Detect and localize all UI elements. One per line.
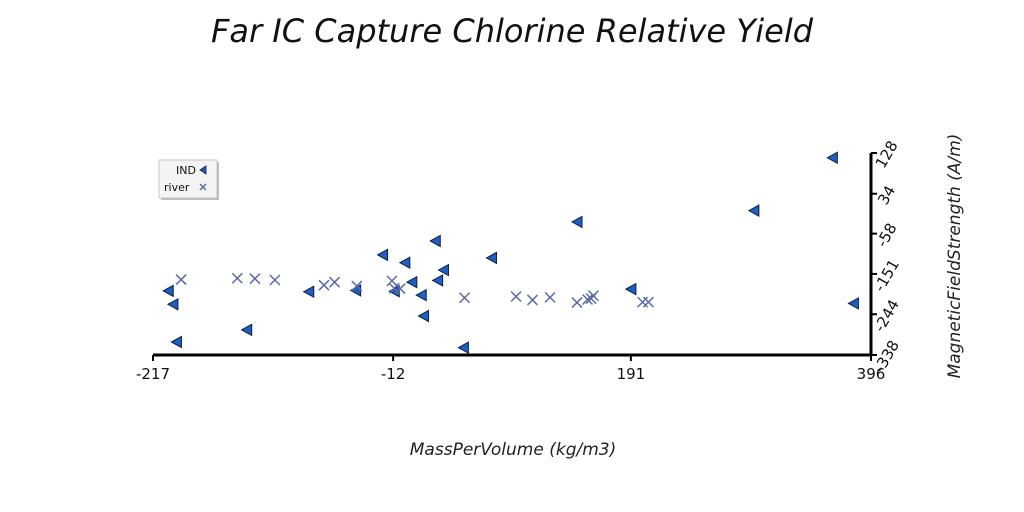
legend-box [158, 159, 218, 199]
data-point-ind [240, 323, 253, 337]
legend-label-ind: IND [176, 164, 196, 177]
data-point-ind [431, 274, 444, 287]
data-point-river [175, 274, 187, 286]
data-point-ind [302, 285, 315, 299]
legend-marker-ind [199, 165, 207, 175]
x-tick-label: 396 [857, 365, 886, 383]
data-point-ind [376, 248, 389, 262]
y-tick-label: -151 [870, 256, 903, 294]
y-axis-title: MagneticFieldStrength (A/m) [945, 134, 965, 379]
data-point-ind [166, 297, 179, 311]
x-tick-label: 191 [617, 365, 646, 383]
data-point-ind [437, 263, 449, 277]
data-point-river [587, 290, 599, 302]
y-tick-label: -58 [873, 220, 901, 250]
data-point-ind [485, 251, 498, 265]
data-point-river [544, 291, 556, 303]
legend-label-river: river [164, 181, 190, 194]
data-point-river [351, 280, 363, 292]
legend-marker-river [199, 183, 207, 191]
data-point-ind [170, 335, 182, 349]
data-point-river [394, 283, 406, 295]
data-point-river [249, 273, 261, 285]
data-point-river [582, 293, 594, 306]
data-point-ind [457, 341, 469, 354]
data-point-ind [847, 297, 859, 310]
data-point-river [510, 290, 522, 303]
data-point-ind [417, 309, 430, 323]
data-point-ind [405, 275, 418, 289]
data-point-river [571, 297, 583, 309]
plot-area: -217 -12 191 396-338-244-151 -58 34 128 [136, 138, 903, 383]
legend-shadow [217, 162, 219, 200]
data-point-ind [162, 284, 174, 298]
legend-shadow-bottom [161, 198, 219, 200]
data-point-river [637, 296, 649, 308]
y-tick-label: -244 [870, 297, 903, 335]
y-tick-label: 34 [874, 182, 899, 208]
data-point-river [318, 279, 330, 291]
data-point-river [269, 274, 281, 286]
x-tick-label: -12 [381, 365, 406, 383]
legend: IND river [158, 159, 219, 200]
data-point-ind [826, 151, 838, 165]
data-point-ind [415, 288, 427, 302]
data-point-river [231, 272, 243, 284]
data-point-ind [624, 282, 637, 296]
data-point-river [642, 296, 654, 308]
data-point-ind [570, 215, 583, 229]
data-point-ind [398, 256, 411, 270]
data-point-river [526, 294, 539, 306]
y-tick-label: -338 [870, 337, 903, 375]
chart-title: Far IC Capture Chlorine Relative Yield [211, 12, 814, 50]
x-tick-label: -217 [136, 365, 170, 383]
data-point-ind [429, 234, 441, 248]
data-point-river [459, 292, 471, 304]
data-point-ind [747, 204, 760, 217]
x-axis-title: MassPerVolume (kg/m3) [410, 440, 616, 460]
y-tick-label: 128 [872, 138, 902, 172]
data-point-river [329, 276, 341, 288]
